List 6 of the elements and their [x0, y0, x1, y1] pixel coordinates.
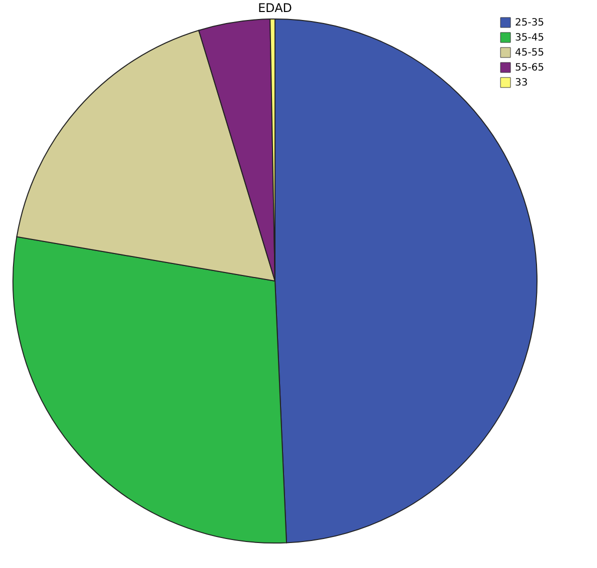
legend-label: 33 — [515, 78, 528, 88]
chart-title: EDAD — [258, 1, 292, 15]
legend-label: 45-55 — [515, 48, 544, 58]
legend-label: 25-35 — [515, 18, 544, 28]
legend-label: 35-45 — [515, 32, 544, 44]
legend-label: 55-65 — [515, 62, 544, 74]
